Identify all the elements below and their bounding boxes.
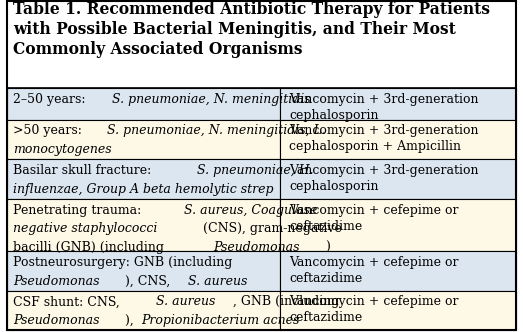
Text: CSF shunt: CNS,: CSF shunt: CNS, (13, 295, 124, 308)
Text: , GNB (including: , GNB (including (233, 295, 339, 308)
Bar (7, 159, 280, 199)
Bar (7, 1, 516, 88)
Text: Vancomycin + 3rd-generation
cephalosporin + Ampicillin: Vancomycin + 3rd-generation cephalospori… (289, 124, 479, 153)
Bar (7, 291, 280, 330)
Text: ), CNS,: ), CNS, (124, 275, 174, 288)
Text: monocytogenes: monocytogenes (13, 143, 112, 156)
Text: Vancomycin + 3rd-generation
cephalosporin: Vancomycin + 3rd-generation cephalospori… (289, 93, 479, 122)
Text: Postneurosurgery: GNB (including: Postneurosurgery: GNB (including (13, 256, 232, 269)
Text: S. pneumoniae, H.: S. pneumoniae, H. (197, 164, 313, 177)
Text: Vancomycin + 3rd-generation
cephalosporin: Vancomycin + 3rd-generation cephalospori… (289, 164, 479, 193)
Text: Table 1. Recommended Antibiotic Therapy for Patients
with Possible Bacterial Men: Table 1. Recommended Antibiotic Therapy … (13, 1, 490, 58)
Bar (7, 88, 280, 120)
Text: Pseudomonas: Pseudomonas (13, 314, 99, 327)
Text: (CNS), gram-negative: (CNS), gram-negative (199, 222, 342, 235)
Text: S. pneumoniae, N. meningitidis: S. pneumoniae, N. meningitidis (112, 93, 311, 106)
Bar (280, 159, 516, 199)
Text: Vancomycin + cefepime or
ceftazidime: Vancomycin + cefepime or ceftazidime (289, 204, 459, 232)
Text: S. aureus, Coagulase: S. aureus, Coagulase (184, 204, 317, 216)
Bar (7, 251, 280, 291)
Text: influenzae, Group A beta hemolytic strep: influenzae, Group A beta hemolytic strep (13, 183, 274, 196)
Text: bacilli (GNB) (including: bacilli (GNB) (including (13, 241, 168, 254)
Text: >50 years:: >50 years: (13, 124, 86, 137)
Text: Pseudomonas: Pseudomonas (213, 241, 300, 254)
Text: Vancomycin + cefepime or
ceftazidime: Vancomycin + cefepime or ceftazidime (289, 295, 459, 324)
Text: S. aureus: S. aureus (188, 275, 247, 288)
Text: S. aureus: S. aureus (156, 295, 215, 308)
Bar (280, 120, 516, 159)
Bar (280, 88, 516, 120)
Bar (280, 291, 516, 330)
Bar (280, 251, 516, 291)
Text: ),: ), (124, 314, 138, 327)
Bar (7, 199, 280, 251)
Text: Propionibacterium acnes: Propionibacterium acnes (141, 314, 300, 327)
Text: S. pneumoniae, N. meningitidis, L.: S. pneumoniae, N. meningitidis, L. (107, 124, 326, 137)
Bar (280, 199, 516, 251)
Text: Penetrating trauma:: Penetrating trauma: (13, 204, 145, 216)
Text: Vancomycin + cefepime or
ceftazidime: Vancomycin + cefepime or ceftazidime (289, 256, 459, 285)
Text: ): ) (325, 241, 329, 254)
Text: negative staphylococci: negative staphylococci (13, 222, 157, 235)
Bar (7, 120, 280, 159)
Text: Basilar skull fracture:: Basilar skull fracture: (13, 164, 155, 177)
Text: 2–50 years:: 2–50 years: (13, 93, 89, 106)
Text: Pseudomonas: Pseudomonas (13, 275, 99, 288)
